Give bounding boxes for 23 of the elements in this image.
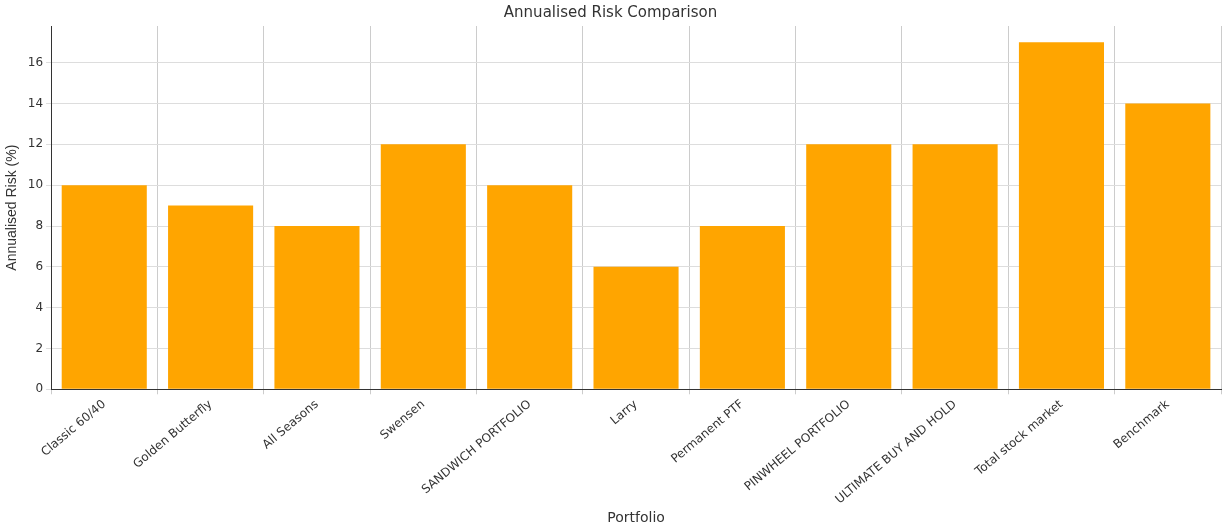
y-tick-label: 14: [27, 95, 44, 110]
bar: [699, 226, 785, 389]
bar: [487, 185, 573, 389]
bar: [1018, 42, 1105, 389]
bar: [274, 226, 360, 389]
bar: [593, 266, 679, 389]
bar: [168, 205, 254, 389]
y-tick-label: 2: [35, 340, 44, 355]
y-tick-label: 0: [35, 381, 44, 396]
bar: [380, 144, 466, 389]
chart-title: Annualised Risk Comparison: [503, 2, 718, 21]
bar: [1125, 103, 1211, 389]
y-tick-label: 6: [35, 258, 44, 273]
bar: [806, 144, 892, 389]
x-axis-title: Portfolio: [607, 509, 665, 526]
y-tick-label: 8: [35, 218, 44, 233]
bar: [61, 185, 147, 389]
bar: [912, 144, 998, 389]
y-axis-title: Annualised Risk (%): [3, 144, 20, 271]
y-tick-label: 12: [27, 136, 44, 151]
y-tick-label: 4: [35, 299, 44, 314]
y-tick-label: 16: [27, 54, 44, 69]
y-tick-label: 10: [27, 177, 44, 192]
